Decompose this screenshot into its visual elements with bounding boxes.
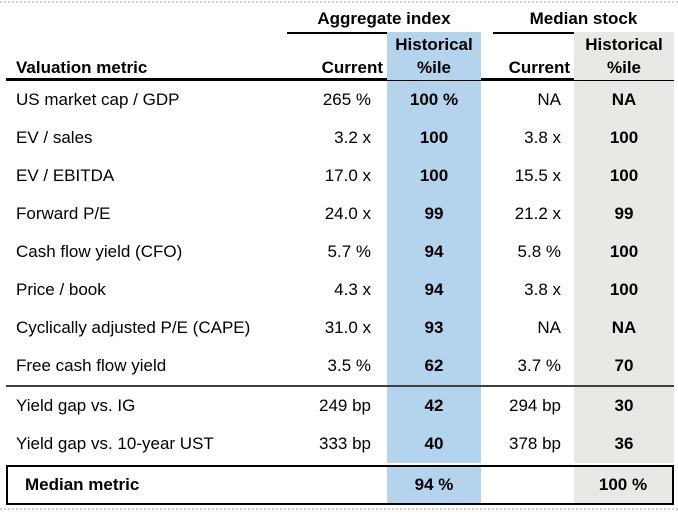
metric-label: Cash flow yield (CFO) xyxy=(16,242,183,261)
med-pctile-value: NA xyxy=(574,309,674,347)
group-header-spacer xyxy=(6,5,287,34)
med-current-header: Current xyxy=(508,58,570,77)
metric-label: US market cap / GDP xyxy=(16,90,180,109)
table-row: Forward P/E 24.0 x 99 21.2 x 99 xyxy=(6,195,674,233)
med-current-value: 3.8 x xyxy=(524,280,561,299)
metric-label: EV / sales xyxy=(16,128,93,147)
med-pctile-value: 100 xyxy=(574,119,674,157)
subheader-spacer xyxy=(6,32,287,57)
agg-pctile-value: 99 xyxy=(387,195,481,233)
med-pctile-value: 99 xyxy=(574,195,674,233)
med-current-value: 378 bp xyxy=(509,434,561,453)
summary-spacer xyxy=(287,467,387,503)
valuation-metrics-table: Aggregate index Median stock Historical … xyxy=(6,5,674,505)
summary-agg-pctile-value: 94 % xyxy=(387,467,481,503)
agg-pctile-value: 40 xyxy=(387,425,481,463)
agg-pctile-value: 100 xyxy=(387,119,481,157)
summary-spacer xyxy=(481,467,574,503)
median-metric-summary-row: Median metric 94 % 100 % xyxy=(6,465,674,505)
agg-historical-label: Historical xyxy=(387,32,481,57)
metric-label: Forward P/E xyxy=(16,204,111,223)
agg-current-value: 24.0 x xyxy=(324,204,371,223)
subheader-spacer xyxy=(481,32,574,57)
group-header-median-stock: Median stock xyxy=(493,5,674,34)
med-current-value: 294 bp xyxy=(509,396,561,415)
table-row: Price / book 4.3 x 94 3.8 x 100 xyxy=(6,271,674,309)
table-row: Cyclically adjusted P/E (CAPE) 31.0 x 93… xyxy=(6,309,674,347)
med-pctile-header: %ile xyxy=(574,55,674,80)
table-row: Cash flow yield (CFO) 5.7 % 94 5.8 % 100 xyxy=(6,233,674,271)
agg-current-header: Current xyxy=(321,58,383,77)
agg-current-value: 17.0 x xyxy=(324,166,371,185)
med-current-value: 3.7 % xyxy=(517,356,561,375)
med-pctile-value: 100 xyxy=(574,271,674,309)
med-pctile-value: 70 xyxy=(574,347,674,385)
agg-current-value: 333 bp xyxy=(319,434,371,453)
table-row: EV / sales 3.2 x 100 3.8 x 100 xyxy=(6,119,674,157)
summary-metric-label: Median metric xyxy=(25,475,140,494)
agg-current-value: 265 % xyxy=(322,90,371,109)
metric-label: EV / EBITDA xyxy=(16,166,115,185)
med-current-value: 3.8 x xyxy=(524,128,561,147)
med-current-value: 15.5 x xyxy=(514,166,561,185)
table-row: Yield gap vs. 10-year UST 333 bp 40 378 … xyxy=(6,425,674,463)
med-pctile-value: NA xyxy=(574,81,674,119)
page-top-dotted-border xyxy=(0,1,678,3)
med-current-value: 21.2 x xyxy=(514,204,561,223)
agg-pctile-value: 93 xyxy=(387,309,481,347)
agg-pctile-value: 94 xyxy=(387,271,481,309)
metric-label: Price / book xyxy=(16,280,106,299)
agg-current-value: 31.0 x xyxy=(324,318,371,337)
med-current-value: NA xyxy=(537,90,561,109)
subheader-spacer xyxy=(287,32,387,57)
metric-label: Cyclically adjusted P/E (CAPE) xyxy=(16,318,251,337)
agg-current-value: 4.3 x xyxy=(334,280,371,299)
agg-current-value: 249 bp xyxy=(319,396,371,415)
med-current-value: NA xyxy=(537,318,561,337)
table-row: US market cap / GDP 265 % 100 % NA NA xyxy=(6,81,674,119)
agg-pctile-header: %ile xyxy=(387,55,481,80)
med-historical-label: Historical xyxy=(574,32,674,57)
agg-pctile-value: 62 xyxy=(387,347,481,385)
table-row: EV / EBITDA 17.0 x 100 15.5 x 100 xyxy=(6,157,674,195)
med-pctile-value: 30 xyxy=(574,387,674,425)
group-header-aggregate-index: Aggregate index xyxy=(287,5,481,34)
agg-current-value: 5.7 % xyxy=(327,242,371,261)
table-row: Yield gap vs. IG 249 bp 42 294 bp 30 xyxy=(6,385,674,425)
metric-label: Yield gap vs. IG xyxy=(16,396,136,415)
med-current-value: 5.8 % xyxy=(517,242,561,261)
table-row: Free cash flow yield 3.5 % 62 3.7 % 70 xyxy=(6,347,674,385)
med-pctile-value: 100 xyxy=(574,233,674,271)
agg-pctile-value: 100 % xyxy=(387,81,481,119)
table-group-header-row: Aggregate index Median stock xyxy=(6,5,674,34)
med-pctile-value: 36 xyxy=(574,425,674,463)
agg-current-value: 3.2 x xyxy=(334,128,371,147)
metric-label: Free cash flow yield xyxy=(16,356,167,375)
valuation-metric-header: Valuation metric xyxy=(16,58,148,77)
agg-current-value: 3.5 % xyxy=(327,356,371,375)
metric-label: Yield gap vs. 10-year UST xyxy=(16,434,214,453)
page-bottom-dotted-border xyxy=(0,508,678,510)
agg-pctile-value: 42 xyxy=(387,387,481,425)
table-subheader-historical-row: Historical Historical xyxy=(6,32,674,57)
agg-pctile-value: 100 xyxy=(387,157,481,195)
agg-pctile-value: 94 xyxy=(387,233,481,271)
table-column-header-row: Valuation metric Current %ile Current %i… xyxy=(6,55,674,81)
summary-med-pctile-value: 100 % xyxy=(574,467,672,503)
med-pctile-value: 100 xyxy=(574,157,674,195)
